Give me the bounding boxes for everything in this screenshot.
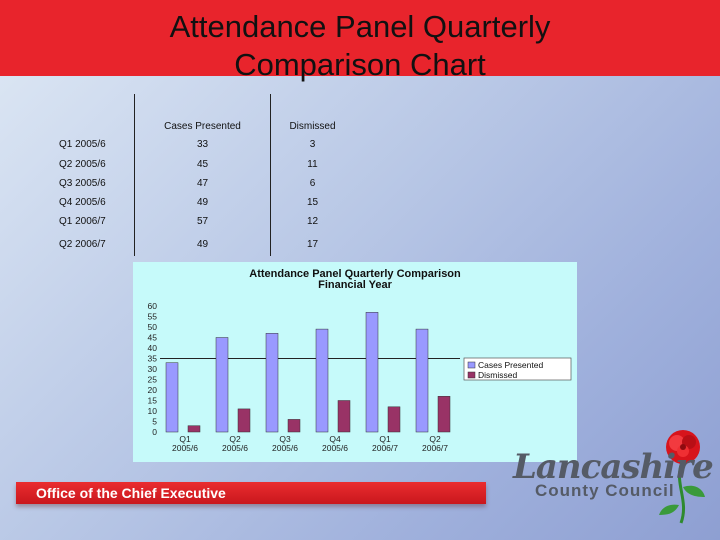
x-tick-label: 2006/7 <box>422 443 448 453</box>
y-tick-label: 35 <box>148 354 158 364</box>
bar-dismissed <box>437 396 451 433</box>
legend-swatch <box>467 361 476 369</box>
table-row-label: Q3 2005/6 <box>59 178 106 189</box>
table-row-label: Q2 2005/6 <box>59 159 106 170</box>
x-tick-label: Q2 <box>429 434 441 444</box>
footer-bar: Office of the Chief Executive <box>16 482 486 504</box>
x-tick-label: 2006/7 <box>372 443 398 453</box>
lancashire-logo: Lancashire County Council <box>505 425 720 535</box>
bar-cases-presented <box>365 312 379 433</box>
bar-dismissed <box>237 408 251 433</box>
bar-cases-presented <box>415 328 429 433</box>
table-cell-dismissed: 3 <box>309 139 316 150</box>
legend-entry: Cases Presented <box>478 360 543 370</box>
x-tick-label: Q3 <box>279 434 291 444</box>
table-cell-cases: 57 <box>196 216 209 227</box>
y-tick-label: 5 <box>152 417 157 427</box>
y-tick-label: 50 <box>148 322 158 332</box>
bar-dismissed <box>387 406 401 433</box>
table-header-dismissed: Dismissed <box>289 121 336 132</box>
rose-icon <box>659 430 705 524</box>
chart-title-line2: Financial Year <box>318 279 393 291</box>
table-divider-2 <box>270 94 271 256</box>
legend-swatch <box>467 371 476 379</box>
title-band <box>0 0 720 76</box>
bar-cases-presented <box>215 337 229 433</box>
bar-cases-presented <box>315 328 329 433</box>
y-tick-label: 10 <box>148 406 158 416</box>
x-tick-label: 2005/6 <box>222 443 248 453</box>
bar-cases-presented <box>265 333 279 433</box>
y-tick-label: 20 <box>148 385 158 395</box>
y-tick-label: 45 <box>148 333 158 343</box>
table-row-label: Q1 2005/6 <box>59 139 106 150</box>
y-tick-label: 40 <box>148 343 158 353</box>
footer-text: Office of the Chief Executive <box>36 485 226 501</box>
data-table: Cases Presented Dismissed Q1 2005/6 33 3… <box>0 0 720 260</box>
table-cell-cases: 33 <box>196 139 209 150</box>
y-tick-label: 60 <box>148 301 158 311</box>
table-row-label: Q1 2006/7 <box>59 216 106 227</box>
slide-title-line1: Attendance Panel Quarterly <box>169 9 551 44</box>
table-cell-cases: 49 <box>196 197 209 208</box>
legend-box <box>463 357 572 381</box>
y-tick-label: 55 <box>148 312 158 322</box>
y-tick-label: 30 <box>148 364 158 374</box>
bar-cases-presented <box>165 362 179 433</box>
table-row-label: Q4 2005/6 <box>59 197 106 208</box>
y-tick-label: 15 <box>148 396 158 406</box>
bar-dismissed <box>287 419 301 433</box>
table-cell-dismissed: 17 <box>306 239 319 250</box>
logo-word: Lancashire <box>513 447 714 487</box>
bar-dismissed <box>337 400 351 433</box>
table-row-label: Q2 2006/7 <box>59 239 106 250</box>
table-cell-dismissed: 11 <box>307 159 318 170</box>
bar-dismissed <box>187 425 201 433</box>
y-tick-label: 25 <box>148 375 158 385</box>
table-cell-cases: 49 <box>196 239 209 250</box>
x-tick-label: Q1 <box>379 434 391 444</box>
table-cell-cases: 47 <box>196 178 209 189</box>
table-cell-dismissed: 12 <box>306 216 319 227</box>
x-tick-label: 2005/6 <box>322 443 348 453</box>
x-tick-label: 2005/6 <box>172 443 198 453</box>
bar-chart: Attendance Panel Quarterly ComparisonFin… <box>148 268 572 453</box>
logo-subtitle: County Council <box>535 481 675 500</box>
slide-title-line2: Comparison Chart <box>234 47 486 82</box>
table-header-cases: Cases Presented <box>164 121 241 132</box>
chart-title-line1: Attendance Panel Quarterly Comparison <box>249 268 461 280</box>
table-cell-dismissed: 6 <box>309 178 316 189</box>
y-tick-label: 0 <box>152 427 157 437</box>
x-tick-label: 2005/6 <box>272 443 298 453</box>
chart-panel: Attendance Panel Quarterly Comparison Fin… <box>133 262 577 462</box>
x-tick-label: Q1 <box>179 434 191 444</box>
table-divider-1 <box>134 94 135 256</box>
table-cell-dismissed: 15 <box>306 197 319 208</box>
x-tick-label: Q2 <box>229 434 241 444</box>
legend-entry: Dismissed <box>478 370 517 380</box>
table-cell-cases: 45 <box>196 159 209 170</box>
slide-title: Attendance Panel Quarterly Comparison Ch… <box>0 8 720 84</box>
x-tick-label: Q4 <box>329 434 341 444</box>
